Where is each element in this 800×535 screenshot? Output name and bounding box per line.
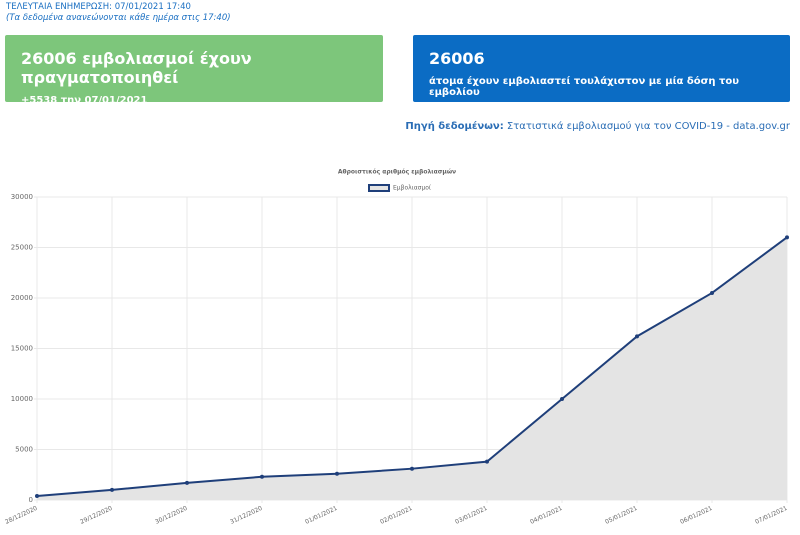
- legend-label: Εμβολιασμοί: [393, 185, 431, 192]
- y-tick-label: 20000: [11, 294, 33, 302]
- x-tick-label: 31/12/2020: [229, 505, 263, 526]
- x-tick-label: 29/12/2020: [79, 505, 113, 526]
- point: [185, 480, 189, 485]
- y-tick-label: 30000: [11, 193, 33, 201]
- area: [37, 237, 787, 500]
- x-tick-label: 06/01/2021: [679, 505, 713, 526]
- card-subtitle: +5538 την 07/01/2021: [21, 95, 148, 106]
- x-tick-label: 02/01/2021: [379, 505, 413, 526]
- persons-card: 26006 άτομα έχουν εμβολιαστεί τουλάχιστο…: [413, 35, 790, 102]
- point: [710, 290, 714, 295]
- point: [260, 474, 264, 479]
- point: [410, 466, 414, 471]
- x-tick-label: 28/12/2020: [4, 505, 38, 526]
- y-tick-label: 10000: [11, 395, 33, 403]
- point: [560, 397, 564, 401]
- x-tick-label: 30/12/2020: [154, 505, 188, 526]
- card-title: 26006: [429, 49, 485, 68]
- y-tick-label: 25000: [11, 244, 33, 252]
- total-card: 26006 εμβολιασμοί έχουν πραγματοποιηθεί …: [5, 35, 383, 106]
- x-tick-label: 07/01/2021: [754, 505, 788, 526]
- point: [485, 459, 489, 464]
- y-tick-label: 0: [29, 496, 33, 504]
- update-note: (Τα δεδομένα ανανεώνονται κάθε ημέρα στι…: [6, 13, 231, 23]
- point: [785, 235, 789, 240]
- source-label: Πηγή δεδομένων:: [405, 121, 504, 132]
- card-title: 26006 εμβολιασμοί έχουν πραγματοποιηθεί: [21, 49, 252, 87]
- y-tick-label: 15000: [11, 345, 33, 353]
- point: [635, 334, 639, 339]
- y-tick-label: 5000: [15, 446, 33, 454]
- x-tick-label: 03/01/2021: [454, 505, 488, 526]
- source-link[interactable]: Στατιστικά εμβολιασμού για τον COVID-19 …: [506, 121, 790, 132]
- x-tick-label: 04/01/2021: [529, 505, 563, 526]
- card-subtitle: άτομα έχουν εμβολιαστεί τουλάχιστον με μ…: [429, 76, 739, 98]
- point: [110, 487, 114, 492]
- chart-title: Αθροιστικός αριθμός εμβολιασμών: [338, 169, 456, 176]
- chart: Αθροιστικός αριθμός εμβολιασμών 0 5000 100…: [4, 169, 789, 526]
- source: Πηγή δεδομένων: Στατιστικά εμβολιασμού γ…: [405, 121, 790, 132]
- point: [335, 471, 339, 476]
- x-tick-label: 01/01/2021: [304, 505, 338, 526]
- x-tick-label: 05/01/2021: [604, 505, 638, 526]
- last-update: ΤΕΛΕΥΤΑΙΑ ΕΝΗΜΕΡΩΣΗ: 07/01/2021 17:40: [6, 2, 191, 12]
- legend-swatch: [368, 184, 390, 192]
- point: [35, 493, 39, 498]
